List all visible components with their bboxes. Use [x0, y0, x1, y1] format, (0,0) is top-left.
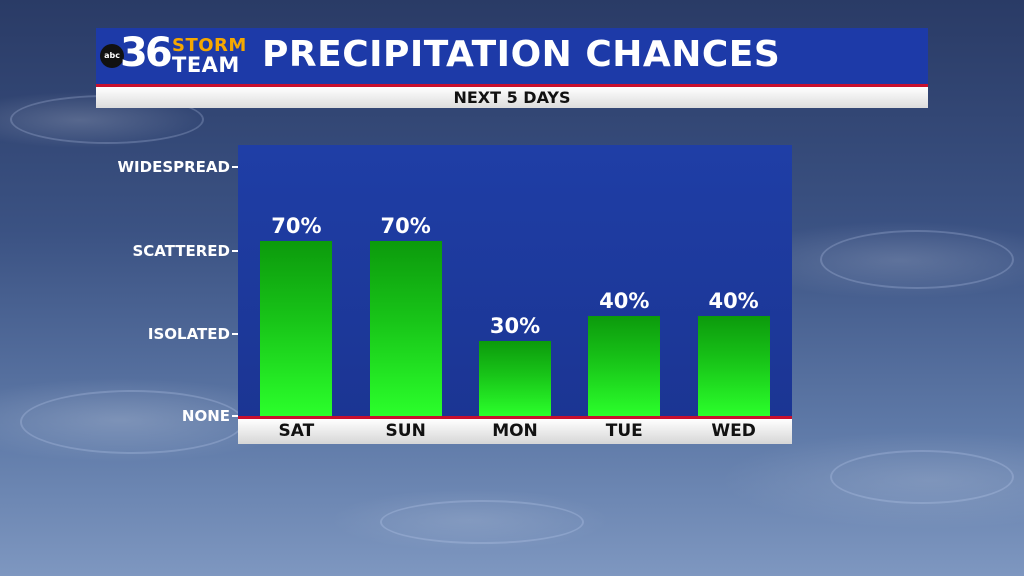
title-banner: abc 36 STORM TEAM PRECIPITATION CHANCES — [96, 28, 928, 84]
x-axis-baseline — [238, 416, 792, 419]
x-tick-label-sun: SUN — [385, 421, 426, 441]
bar-wed — [697, 316, 770, 416]
x-tick-label-mon: MON — [492, 421, 538, 441]
chart-subtitle: NEXT 5 DAYS — [96, 87, 928, 108]
y-tick-label-scattered: SCATTERED — [132, 242, 230, 261]
logo-storm-text: STORM — [172, 35, 247, 56]
y-tick-mark — [232, 165, 238, 168]
bar-tue — [588, 316, 661, 416]
y-tick-mark — [232, 250, 238, 253]
network-logo-icon: abc — [100, 44, 124, 68]
background-ripple — [820, 230, 1014, 289]
x-tick-label-tue: TUE — [605, 421, 643, 441]
data-label-mon: 30% — [489, 314, 541, 339]
y-tick-label-none: NONE — [181, 407, 230, 425]
background-ripple — [380, 500, 584, 544]
chart-title: PRECIPITATION CHANCES — [262, 34, 781, 75]
station-logo: abc 36 STORM TEAM — [100, 30, 250, 77]
data-label-sun: 70% — [380, 214, 431, 239]
x-tick-label-wed: WED — [711, 421, 756, 441]
x-tick-label-sat: SAT — [278, 421, 315, 441]
y-tick-mark — [232, 332, 238, 335]
y-tick-mark — [232, 415, 238, 417]
bar-mon — [479, 341, 551, 416]
logo-team-text: TEAM — [172, 53, 240, 77]
bar-sun — [369, 241, 442, 416]
bar-sat — [260, 241, 333, 416]
title-divider — [96, 84, 928, 87]
data-label-tue: 40% — [599, 289, 650, 314]
channel-number: 36 — [120, 30, 173, 76]
y-tick-label-widespread: WIDESPREAD — [117, 157, 230, 176]
background-ripple — [830, 450, 1014, 504]
y-tick-label-isolated: ISOLATED — [147, 324, 230, 343]
data-label-wed: 40% — [708, 289, 759, 314]
data-label-sat: 70% — [271, 214, 322, 239]
x-axis-band — [238, 419, 792, 444]
